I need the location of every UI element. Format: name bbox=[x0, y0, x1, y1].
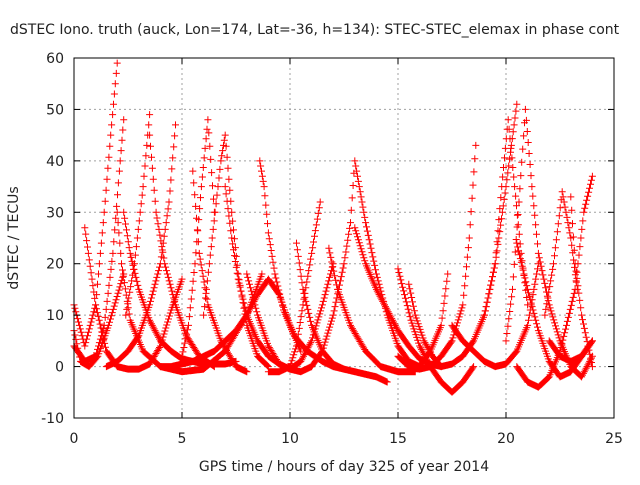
x-tick-label: 10 bbox=[281, 431, 299, 447]
data-series bbox=[448, 260, 542, 371]
x-axis-title: GPS time / hours of day 325 of year 2014 bbox=[199, 459, 489, 475]
y-tick-label: 20 bbox=[46, 257, 64, 273]
data-series bbox=[541, 188, 581, 319]
data-point-markers bbox=[102, 121, 179, 371]
data-points bbox=[70, 59, 596, 396]
y-axis-title: dSTEC / TECUs bbox=[6, 186, 22, 289]
data-point-markers bbox=[448, 260, 542, 371]
y-tick-label: 10 bbox=[46, 308, 64, 324]
y-tick-label: 50 bbox=[46, 102, 64, 118]
y-tick-label: 0 bbox=[55, 360, 64, 376]
x-tick-label: 5 bbox=[178, 431, 187, 447]
x-tick-label: 0 bbox=[70, 431, 79, 447]
data-series bbox=[394, 265, 478, 396]
data-series bbox=[325, 244, 419, 376]
x-tick-label: 20 bbox=[497, 431, 515, 447]
data-point-markers bbox=[394, 265, 478, 396]
data-point-markers bbox=[541, 188, 581, 319]
chart-title: dSTEC Iono. truth (auck, Lon=174, Lat=-3… bbox=[10, 22, 620, 38]
axis-ticks: 0 5 10 15 20 25 -10 0 10 20 30 40 50 60 bbox=[41, 51, 623, 447]
data-point-markers bbox=[394, 141, 480, 373]
data-series bbox=[416, 270, 452, 371]
data-series bbox=[293, 239, 391, 386]
data-point-markers bbox=[325, 244, 419, 376]
y-tick-label: 30 bbox=[46, 205, 64, 221]
data-series bbox=[81, 224, 186, 373]
data-point-markers bbox=[416, 270, 452, 371]
plot-frame bbox=[73, 57, 615, 419]
x-tick-label: 25 bbox=[605, 431, 623, 447]
data-point-markers bbox=[293, 239, 391, 386]
x-tick-label: 15 bbox=[389, 431, 407, 447]
data-series bbox=[394, 141, 480, 373]
y-tick-label: 40 bbox=[46, 154, 64, 170]
y-tick-label: 60 bbox=[46, 51, 64, 67]
data-point-markers bbox=[81, 224, 186, 373]
y-tick-label: -10 bbox=[41, 411, 64, 427]
data-point-markers bbox=[545, 337, 596, 365]
data-series bbox=[545, 337, 596, 365]
data-series bbox=[102, 121, 179, 371]
